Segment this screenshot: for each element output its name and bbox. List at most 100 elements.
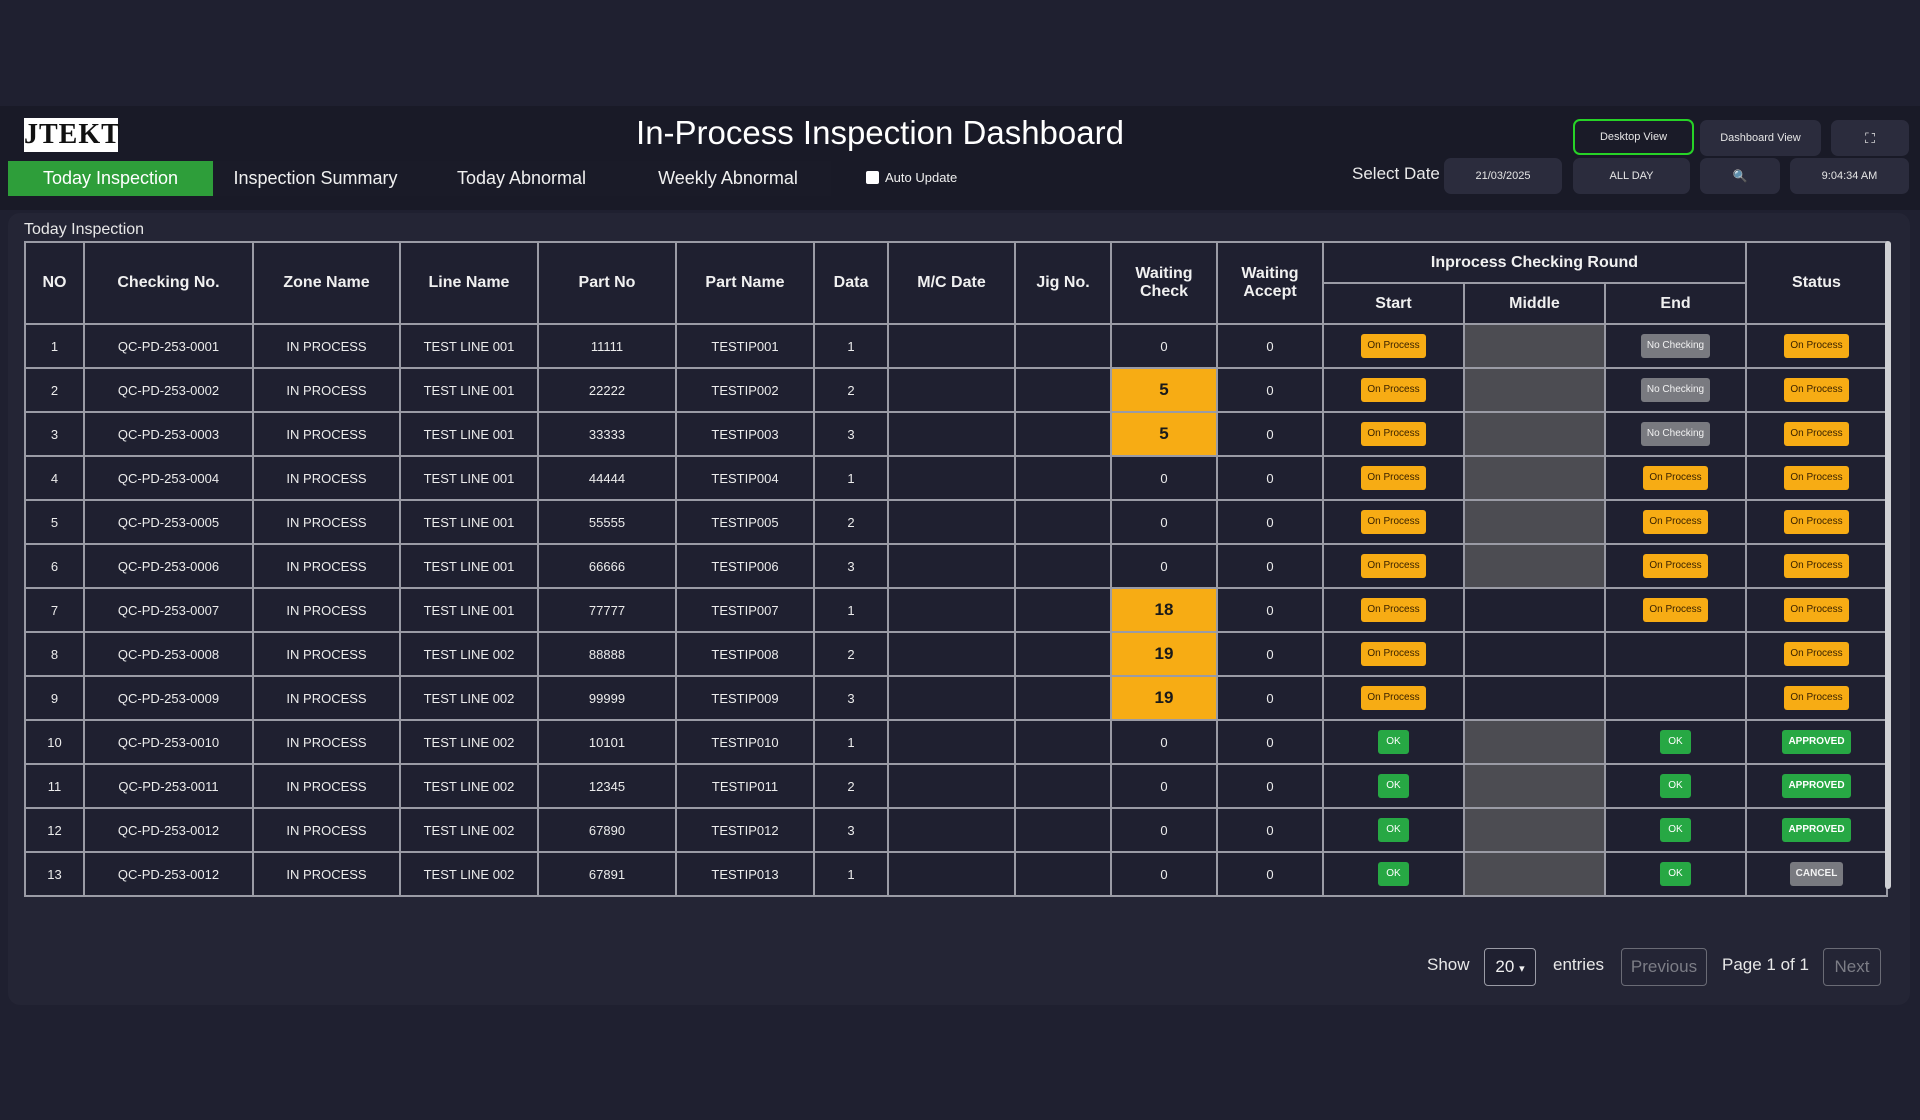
- tab-bar: Today Inspection Inspection Summary Toda…: [8, 161, 831, 196]
- tab-today-abnormal[interactable]: Today Abnormal: [418, 161, 625, 196]
- zone-name: IN PROCESS: [252, 763, 401, 809]
- row-no: 1: [24, 323, 85, 369]
- start-status-cell: On Process: [1322, 411, 1465, 457]
- start-status-cell: On Process: [1322, 675, 1465, 721]
- current-time: 9:04:34 AM: [1790, 158, 1909, 194]
- period-select[interactable]: ALL DAY: [1573, 158, 1690, 194]
- checking-no: QC-PD-253-0010: [83, 719, 254, 765]
- table-row[interactable]: 12 QC-PD-253-0012 IN PROCESS TEST LINE 002 6…: [24, 807, 1888, 853]
- part-name: TESTIP011: [675, 763, 815, 809]
- line-name: TEST LINE 001: [399, 499, 539, 545]
- waiting-accept: 0: [1216, 587, 1324, 633]
- table-row[interactable]: 6 QC-PD-253-0006 IN PROCESS TEST LINE 001 66…: [24, 543, 1888, 589]
- table-scrollbar[interactable]: [1885, 241, 1891, 889]
- part-no: 44444: [537, 455, 677, 501]
- header-jig-no: Jig No.: [1014, 241, 1112, 325]
- table-row[interactable]: 9 QC-PD-253-0009 IN PROCESS TEST LINE 002 99…: [24, 675, 1888, 721]
- checking-no: QC-PD-253-0004: [83, 455, 254, 501]
- page-title: In-Process Inspection Dashboard: [636, 114, 1124, 151]
- date-input[interactable]: 21/03/2025: [1444, 158, 1562, 194]
- dashboard-view-button[interactable]: Dashboard View: [1700, 120, 1821, 156]
- middle-status-cell: [1463, 587, 1606, 633]
- start-status-cell: On Process: [1322, 455, 1465, 501]
- checking-no: QC-PD-253-0003: [83, 411, 254, 457]
- middle-status-cell: [1463, 543, 1606, 589]
- select-date-label: Select Date: [1352, 164, 1440, 183]
- table-row[interactable]: 13 QC-PD-253-0012 IN PROCESS TEST LINE 002 6…: [24, 851, 1888, 897]
- tab-today-inspection[interactable]: Today Inspection: [8, 161, 213, 196]
- waiting-accept: 0: [1216, 543, 1324, 589]
- zone-name: IN PROCESS: [252, 587, 401, 633]
- fullscreen-button[interactable]: ⛶: [1831, 120, 1909, 156]
- mc-date: [887, 763, 1016, 809]
- row-no: 8: [24, 631, 85, 677]
- search-button[interactable]: 🔍: [1700, 158, 1780, 194]
- table-row[interactable]: 7 QC-PD-253-0007 IN PROCESS TEST LINE 001 77…: [24, 587, 1888, 633]
- header-end: End: [1604, 282, 1747, 325]
- table-row[interactable]: 2 QC-PD-253-0002 IN PROCESS TEST LINE 001 22…: [24, 367, 1888, 413]
- auto-update-toggle[interactable]: Auto Update: [866, 170, 957, 185]
- waiting-accept: 0: [1216, 763, 1324, 809]
- row-status-badge: On Process: [1784, 466, 1849, 490]
- part-name: TESTIP007: [675, 587, 815, 633]
- start-status-badge: On Process: [1361, 686, 1426, 710]
- line-name: TEST LINE 002: [399, 631, 539, 677]
- table-row[interactable]: 5 QC-PD-253-0005 IN PROCESS TEST LINE 001 55…: [24, 499, 1888, 545]
- row-status-cell: APPROVED: [1745, 763, 1888, 809]
- previous-button[interactable]: Previous: [1621, 948, 1707, 986]
- end-status-badge: No Checking: [1640, 334, 1711, 358]
- row-no: 13: [24, 851, 85, 897]
- part-no: 22222: [537, 367, 677, 413]
- inspection-panel: Today Inspection NO Checking No. Zone Na…: [8, 213, 1910, 1005]
- table-row[interactable]: 1 QC-PD-253-0001 IN PROCESS TEST LINE 001 11…: [24, 323, 1888, 369]
- row-status-badge: On Process: [1784, 334, 1849, 358]
- start-status-cell: OK: [1322, 719, 1465, 765]
- end-status-badge: On Process: [1643, 510, 1708, 534]
- next-button[interactable]: Next: [1823, 948, 1881, 986]
- auto-update-checkbox[interactable]: [866, 171, 879, 184]
- line-name: TEST LINE 002: [399, 719, 539, 765]
- part-no: 12345: [537, 763, 677, 809]
- end-status-cell: On Process: [1604, 455, 1747, 501]
- start-status-cell: OK: [1322, 851, 1465, 897]
- checking-no: QC-PD-253-0005: [83, 499, 254, 545]
- start-status-cell: On Process: [1322, 323, 1465, 369]
- row-status-cell: On Process: [1745, 323, 1888, 369]
- entries-label: entries: [1553, 955, 1605, 974]
- part-no: 10101: [537, 719, 677, 765]
- tab-weekly-abnormal[interactable]: Weekly Abnormal: [625, 161, 831, 196]
- zone-name: IN PROCESS: [252, 367, 401, 413]
- mc-date: [887, 455, 1016, 501]
- checking-no: QC-PD-253-0006: [83, 543, 254, 589]
- header-waiting-accept: Waiting Accept: [1216, 241, 1324, 325]
- entries-select[interactable]: 20 ▾: [1484, 948, 1536, 986]
- desktop-view-button[interactable]: Desktop View: [1573, 119, 1694, 155]
- waiting-accept: 0: [1216, 675, 1324, 721]
- table-wrapper: NO Checking No. Zone Name Line Name Part…: [24, 241, 1888, 897]
- part-no: 77777: [537, 587, 677, 633]
- entries-value: 20: [1495, 957, 1515, 976]
- end-status-cell: OK: [1604, 763, 1747, 809]
- tab-inspection-summary[interactable]: Inspection Summary: [213, 161, 418, 196]
- waiting-accept: 0: [1216, 499, 1324, 545]
- zone-name: IN PROCESS: [252, 455, 401, 501]
- table-row[interactable]: 11 QC-PD-253-0011 IN PROCESS TEST LINE 002 1…: [24, 763, 1888, 809]
- header-middle: Middle: [1463, 282, 1606, 325]
- table-row[interactable]: 4 QC-PD-253-0004 IN PROCESS TEST LINE 001 44…: [24, 455, 1888, 501]
- row-status-badge: On Process: [1784, 510, 1849, 534]
- row-status-badge: On Process: [1784, 554, 1849, 578]
- mc-date: [887, 543, 1016, 589]
- start-status-badge: On Process: [1361, 510, 1426, 534]
- chevron-down-icon: ▾: [1519, 963, 1525, 975]
- table-row[interactable]: 8 QC-PD-253-0008 IN PROCESS TEST LINE 002 88…: [24, 631, 1888, 677]
- end-status-badge: OK: [1660, 730, 1691, 754]
- row-no: 11: [24, 763, 85, 809]
- data-count: 2: [813, 367, 889, 413]
- jig-no: [1014, 851, 1112, 897]
- mc-date: [887, 499, 1016, 545]
- checking-no: QC-PD-253-0011: [83, 763, 254, 809]
- line-name: TEST LINE 001: [399, 367, 539, 413]
- table-row[interactable]: 10 QC-PD-253-0010 IN PROCESS TEST LINE 002 1…: [24, 719, 1888, 765]
- table-row[interactable]: 3 QC-PD-253-0003 IN PROCESS TEST LINE 001 33…: [24, 411, 1888, 457]
- middle-status-cell: [1463, 631, 1606, 677]
